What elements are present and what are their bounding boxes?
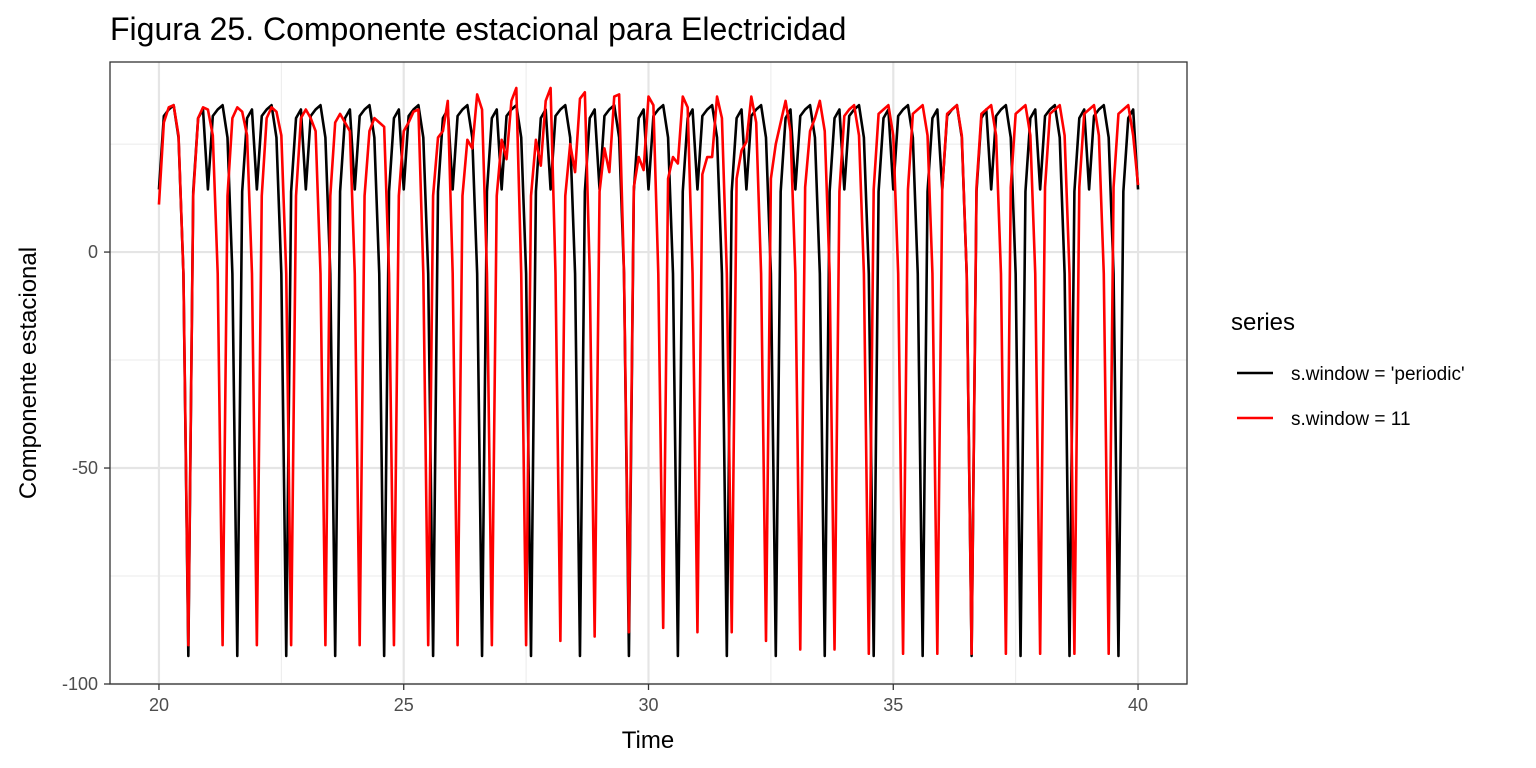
x-axis: 20 25 30 35 40 [149, 684, 1148, 715]
x-tick-label: 25 [394, 695, 414, 715]
x-tick-label: 40 [1128, 695, 1148, 715]
plot-panel [109, 61, 1188, 686]
chart-title: Figura 25. Componente estacional para El… [110, 11, 846, 47]
legend-entries: s.window = 'periodic' s.window = 11 [1237, 364, 1465, 430]
legend-label: s.window = 11 [1291, 409, 1411, 430]
series-line-2 [157, 86, 1140, 656]
x-tick-label: 30 [638, 695, 658, 715]
series-layer [157, 86, 1140, 658]
x-tick-label: 35 [883, 695, 903, 715]
x-axis-title: Time [622, 727, 674, 754]
y-tick-label: 0 [88, 242, 98, 262]
legend: series s.window = 'periodic' s.window = 1… [1231, 309, 1465, 430]
y-axis: -100 -50 0 [62, 242, 110, 694]
legend-label: s.window = 'periodic' [1291, 364, 1465, 385]
legend-title: series [1231, 309, 1295, 336]
y-tick-label: -50 [72, 458, 98, 478]
y-axis-title: Componente estacional [15, 247, 42, 499]
y-tick-label: -100 [62, 674, 98, 694]
x-tick-label: 20 [149, 695, 169, 715]
